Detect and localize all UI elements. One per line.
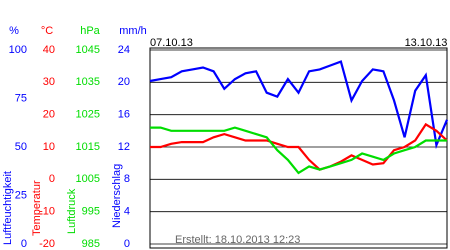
axis-title: Temperatur bbox=[31, 180, 43, 236]
y-tick-label: 12 bbox=[118, 141, 130, 153]
axis-title: Luftdruck bbox=[66, 188, 78, 234]
axis-unit: °C bbox=[41, 25, 53, 37]
y-tick-label: 1035 bbox=[76, 76, 100, 88]
y-tick-label: 10 bbox=[43, 141, 55, 153]
y-tick-label: 75 bbox=[15, 92, 27, 104]
y-tick-label: 40 bbox=[43, 44, 55, 56]
y-tick-label: 20 bbox=[43, 109, 55, 121]
axis-unit: hPa bbox=[80, 25, 100, 37]
y-tick-label: 24 bbox=[118, 44, 130, 56]
y-tick-label: 995 bbox=[82, 206, 100, 218]
y-tick-label: 16 bbox=[118, 109, 130, 121]
y-tick-label: 0 bbox=[49, 173, 55, 185]
axis-title: Niederschlag bbox=[111, 164, 123, 228]
y-tick-label: -10 bbox=[39, 206, 55, 218]
y-tick-label: 0 bbox=[124, 238, 130, 250]
y-tick-label: 985 bbox=[82, 238, 100, 250]
axis-unit: mm/h bbox=[119, 25, 147, 37]
y-tick-label: 1025 bbox=[76, 109, 100, 121]
y-tick-label: 8 bbox=[124, 173, 130, 185]
axis-unit: % bbox=[9, 25, 19, 37]
y-tick-label: 25 bbox=[15, 189, 27, 201]
x-tick-label: 13.10.13 bbox=[405, 37, 448, 49]
y-tick-label: -20 bbox=[39, 238, 55, 250]
y-tick-label: 0 bbox=[21, 238, 27, 250]
y-tick-label: 20 bbox=[118, 76, 130, 88]
y-tick-label: 100 bbox=[9, 44, 27, 56]
y-tick-label: 30 bbox=[43, 76, 55, 88]
axis-title: Luftfeuchtigkeit bbox=[2, 171, 14, 245]
series-line bbox=[150, 126, 447, 175]
series-line bbox=[150, 122, 448, 171]
y-tick-label: 1005 bbox=[76, 173, 100, 185]
y-tick-label: 50 bbox=[15, 141, 27, 153]
y-tick-label: 1045 bbox=[76, 44, 100, 56]
y-tick-label: 4 bbox=[124, 206, 130, 218]
footer: Erstellt: 18.10.2013 12:23 bbox=[175, 234, 300, 246]
series-line bbox=[149, 60, 449, 150]
x-tick-label: 07.10.13 bbox=[150, 37, 193, 49]
y-tick-label: 1015 bbox=[76, 141, 100, 153]
